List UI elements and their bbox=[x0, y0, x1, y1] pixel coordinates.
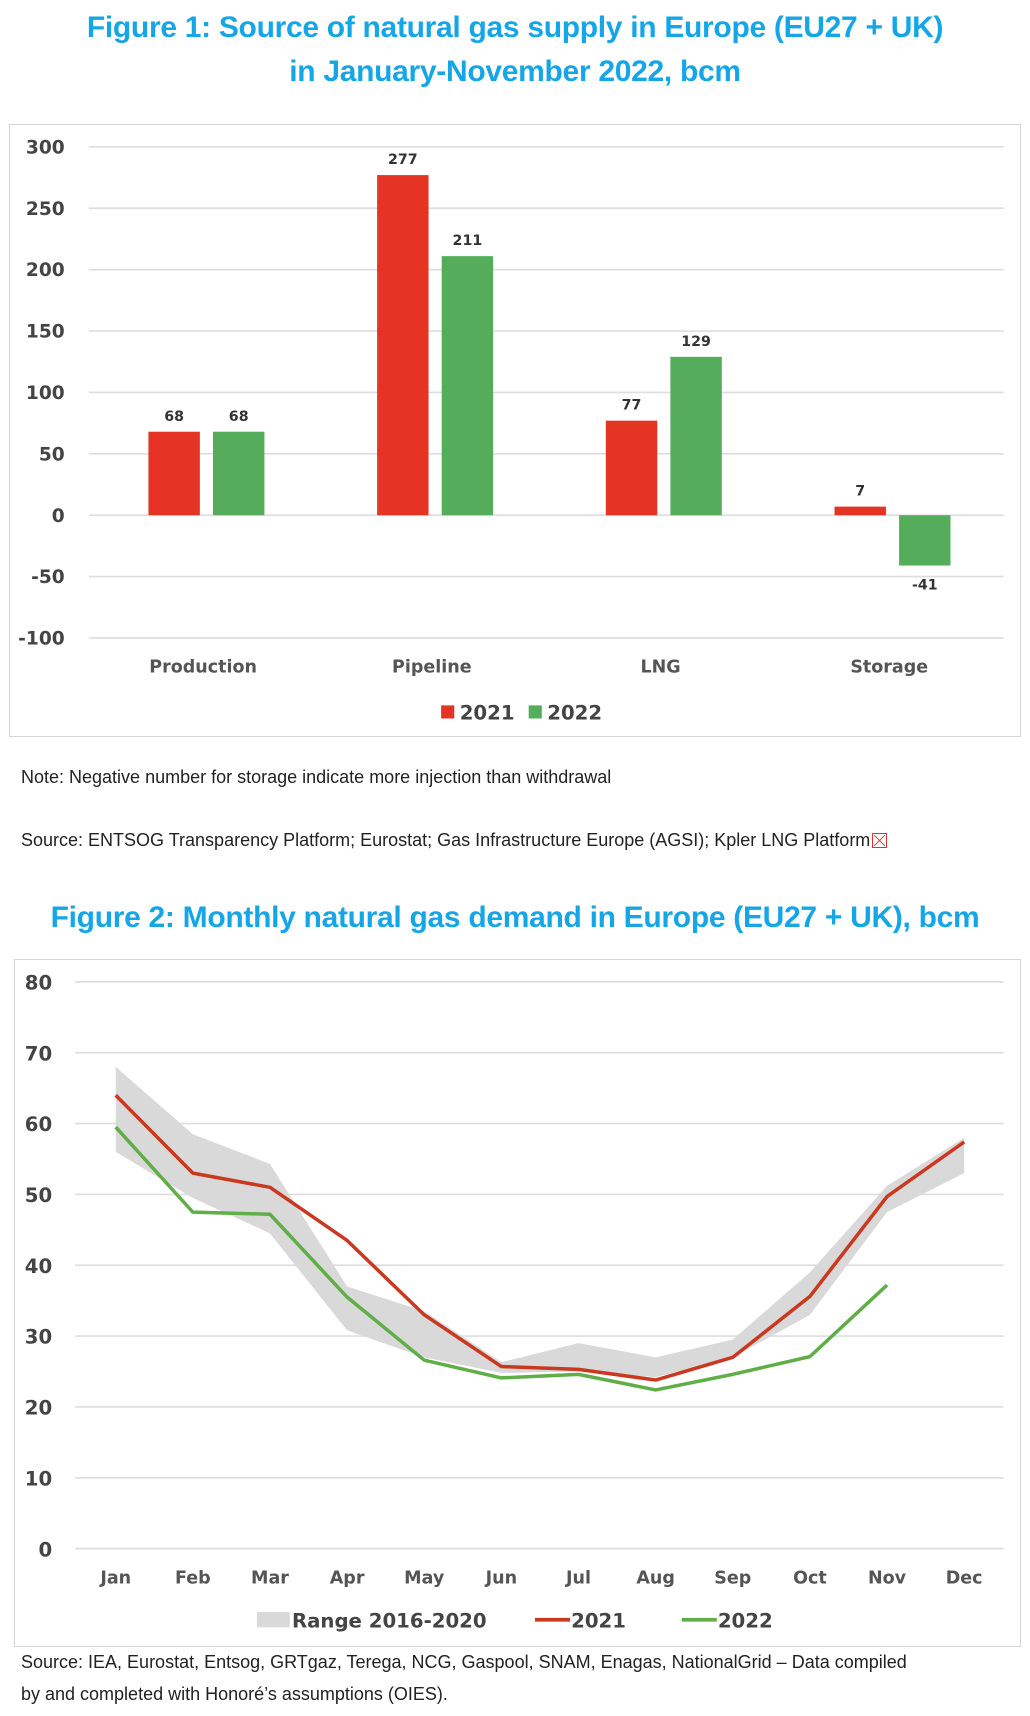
line-2021 bbox=[114, 1093, 966, 1382]
x-month-label: Nov bbox=[868, 1569, 907, 1589]
x-month-label: Jun bbox=[485, 1569, 517, 1589]
bar-2021-lng bbox=[605, 420, 658, 516]
y-tick-label: 80 bbox=[25, 972, 52, 995]
bar-2022-lng bbox=[670, 356, 722, 516]
legend-swatch-2021 bbox=[441, 705, 455, 719]
figure1-title-line1: Figure 1: Source of natural gas supply i… bbox=[86, 11, 944, 44]
figure1-source-text: Source: ENTSOG Transparency Platform; Eu… bbox=[21, 830, 871, 850]
data-label: 77 bbox=[622, 398, 642, 414]
x-month-label: Jan bbox=[99, 1569, 131, 1589]
legend-swatch-2022 bbox=[528, 705, 542, 719]
legend-label-2022: 2022 bbox=[547, 702, 602, 725]
x-month-label: Feb bbox=[175, 1569, 211, 1589]
y-tick-label: 150 bbox=[26, 322, 65, 343]
range-band-2016-2020 bbox=[115, 1066, 965, 1378]
bar-chart: 300 250 200 150 100 50 0 -50 -100 Production 68 68 P… bbox=[18, 137, 1004, 725]
legend-label-2022: 2022 bbox=[718, 1609, 773, 1632]
y-tick-label: -50 bbox=[31, 567, 65, 588]
y-tick-label: 50 bbox=[39, 444, 65, 465]
figure2-title: Figure 2: Monthly natural gas demand in … bbox=[0, 896, 1030, 940]
y-tick-label: 50 bbox=[25, 1184, 52, 1207]
figure2-source-line2: by and completed with Honoré’s assumptio… bbox=[21, 1684, 448, 1704]
y-tick-label: 0 bbox=[39, 1538, 53, 1561]
line-chart-frame: 80 70 60 50 40 30 20 10 0 Jan Feb Mar Apr May Jun Jul Au… bbox=[14, 959, 1021, 1647]
legend-label-2021: 2021 bbox=[460, 702, 515, 725]
figure2-source-line1: Source: IEA, Eurostat, Entsog, GRTgaz, T… bbox=[21, 1652, 907, 1672]
y-tick-label: 300 bbox=[26, 137, 65, 158]
data-label: 68 bbox=[164, 409, 184, 425]
x-month-label: Dec bbox=[946, 1569, 983, 1589]
x-month-label: May bbox=[404, 1569, 445, 1589]
bar-chart-frame: 300 250 200 150 100 50 0 -50 -100 Production 68 68 P… bbox=[9, 124, 1021, 737]
data-label: 7 bbox=[855, 484, 865, 500]
figure2-title-text: Figure 2: Monthly natural gas demand in … bbox=[50, 901, 980, 934]
y-tick-label: 40 bbox=[25, 1255, 52, 1278]
figure1-title-line2: in January-November 2022, bcm bbox=[289, 55, 741, 88]
y-tick-label: 250 bbox=[26, 199, 65, 220]
y-tick-label: 60 bbox=[25, 1113, 52, 1136]
y-tick-label: 70 bbox=[25, 1042, 52, 1065]
x-month-label: Aug bbox=[636, 1569, 675, 1589]
line-chart: 80 70 60 50 40 30 20 10 0 Jan Feb Mar Apr May Jun Jul Au… bbox=[25, 972, 1004, 1632]
data-label: 129 bbox=[681, 334, 711, 350]
data-label: 277 bbox=[388, 152, 418, 168]
figure1-title-2: in January-November 2022, bcm bbox=[0, 50, 1030, 94]
data-label: 211 bbox=[453, 233, 483, 249]
bar-2022-production bbox=[212, 431, 265, 516]
data-label: -41 bbox=[912, 578, 938, 594]
figure1-source: Source: ENTSOG Transparency Platform; Eu… bbox=[21, 829, 1021, 851]
bar-2022-pipeline bbox=[441, 256, 494, 516]
y-tick-label: 20 bbox=[25, 1397, 52, 1420]
bar-2021-storage bbox=[834, 506, 886, 516]
figure1-title: Figure 1: Source of natural gas supply i… bbox=[0, 6, 1030, 50]
x-category-label: Production bbox=[149, 658, 257, 678]
y-tick-label: 200 bbox=[26, 260, 65, 281]
x-month-label: Sep bbox=[714, 1569, 751, 1589]
x-month-label: Jul bbox=[565, 1569, 591, 1589]
y-tick-label: -100 bbox=[18, 629, 65, 650]
bar-2022-storage bbox=[899, 515, 951, 566]
legend-label-2021: 2021 bbox=[571, 1609, 626, 1632]
bar-2021-pipeline bbox=[377, 175, 429, 516]
x-category-label: Pipeline bbox=[392, 658, 472, 678]
legend-swatch-range bbox=[256, 1612, 290, 1628]
bar-2021-production bbox=[148, 431, 200, 516]
y-tick-label: 30 bbox=[25, 1326, 52, 1349]
legend-label-range: Range 2016-2020 bbox=[292, 1609, 487, 1632]
y-tick-label: 100 bbox=[26, 383, 65, 404]
x-category-label: LNG bbox=[640, 658, 680, 678]
broken-image-icon bbox=[872, 833, 888, 848]
x-month-label: Oct bbox=[793, 1569, 827, 1589]
y-tick-label: 10 bbox=[25, 1467, 52, 1490]
figure1-note: Note: Negative number for storage indica… bbox=[21, 767, 612, 787]
x-category-label: Storage bbox=[850, 658, 928, 678]
x-month-label: Mar bbox=[251, 1569, 289, 1589]
x-month-label: Apr bbox=[330, 1569, 365, 1589]
data-label: 68 bbox=[229, 409, 249, 425]
y-tick-label: 0 bbox=[52, 506, 65, 527]
